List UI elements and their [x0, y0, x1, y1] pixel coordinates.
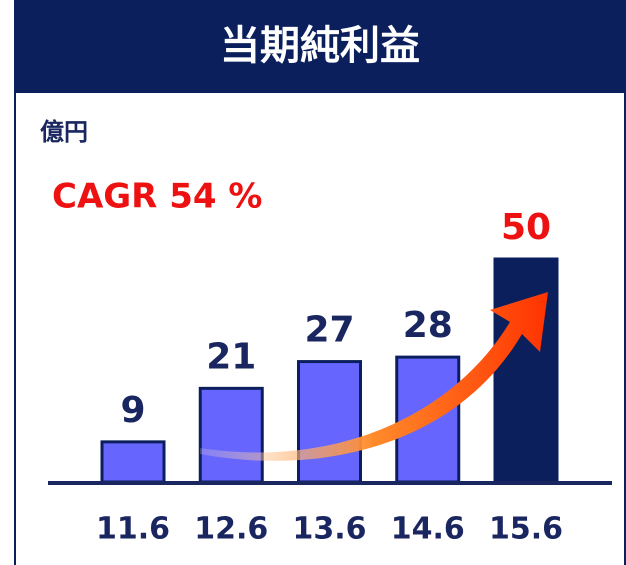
- x-tick-label: 13.6: [292, 512, 366, 547]
- value-label: 50: [501, 207, 551, 248]
- unit-label: 億円: [40, 118, 88, 146]
- bar: [198, 386, 264, 484]
- value-label: 21: [206, 336, 256, 377]
- bar: [100, 440, 166, 484]
- value-label: 27: [304, 310, 354, 351]
- x-tick-label: 12.6: [194, 512, 268, 547]
- chart-title: 当期純利益: [220, 23, 420, 69]
- x-tick-label: 11.6: [96, 512, 170, 547]
- growth-arrow: [200, 292, 548, 461]
- header-band: [14, 0, 626, 93]
- value-label: 28: [403, 305, 453, 346]
- x-tick-label: 14.6: [391, 512, 465, 547]
- x-tick-label: 15.6: [489, 512, 563, 547]
- annotation: CAGR 54 %: [52, 177, 262, 217]
- bar: [297, 360, 362, 484]
- value-label: 9: [120, 390, 145, 431]
